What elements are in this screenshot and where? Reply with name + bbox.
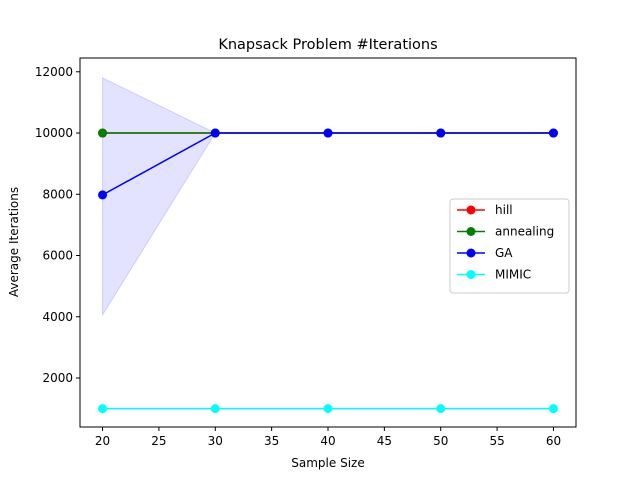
x-tick-label-1: 25 bbox=[151, 434, 166, 448]
x-tick-label-8: 60 bbox=[546, 434, 561, 448]
x-tick-label-5: 45 bbox=[377, 434, 392, 448]
x-tick-label-2: 30 bbox=[208, 434, 223, 448]
legend-label-annealing: annealing bbox=[495, 225, 554, 239]
legend-marker-ga bbox=[466, 248, 476, 258]
x-tick-label-3: 35 bbox=[264, 434, 279, 448]
point-mimic-0 bbox=[98, 404, 108, 414]
point-ga-4 bbox=[548, 128, 558, 138]
point-ga-1 bbox=[210, 128, 220, 138]
series-points bbox=[98, 128, 558, 414]
point-mimic-2 bbox=[323, 404, 333, 414]
y-tick-label-3: 8000 bbox=[42, 187, 73, 201]
x-axis-ticks: 20 25 30 35 40 45 50 55 60 bbox=[95, 427, 561, 448]
x-tick-label-4: 40 bbox=[320, 434, 335, 448]
point-mimic-1 bbox=[210, 404, 220, 414]
x-tick-label-6: 50 bbox=[433, 434, 448, 448]
point-ga-2 bbox=[323, 128, 333, 138]
legend-marker-mimic bbox=[466, 270, 476, 279]
legend-marker-hill bbox=[466, 205, 476, 215]
point-mimic-4 bbox=[548, 404, 558, 414]
point-annealing-0 bbox=[98, 128, 108, 138]
y-axis-title: Average Iterations bbox=[7, 187, 21, 297]
y-axis-ticks: 2000 4000 6000 8000 10000 12000 bbox=[35, 65, 80, 385]
x-tick-label-0: 20 bbox=[95, 434, 110, 448]
y-tick-label-0: 2000 bbox=[42, 371, 73, 385]
legend-box bbox=[449, 198, 570, 294]
y-tick-label-1: 4000 bbox=[42, 310, 73, 324]
x-axis-title: Sample Size bbox=[291, 456, 364, 470]
legend-label-ga: GA bbox=[495, 246, 513, 260]
y-tick-label-2: 6000 bbox=[42, 249, 73, 263]
point-mimic-3 bbox=[436, 404, 446, 414]
y-tick-label-5: 12000 bbox=[35, 65, 73, 79]
chart-title: Knapsack Problem #Iterations bbox=[218, 37, 437, 53]
legend-label-mimic: MIMIC bbox=[495, 268, 531, 282]
point-ga-3 bbox=[436, 128, 446, 138]
legend-marker-annealing bbox=[466, 227, 476, 236]
x-tick-label-7: 55 bbox=[489, 434, 504, 448]
y-tick-label-4: 10000 bbox=[35, 126, 73, 140]
legend: hill annealing GA MIMIC bbox=[449, 198, 570, 294]
point-ga-0 bbox=[98, 190, 108, 200]
legend-label-hill: hill bbox=[495, 203, 513, 217]
